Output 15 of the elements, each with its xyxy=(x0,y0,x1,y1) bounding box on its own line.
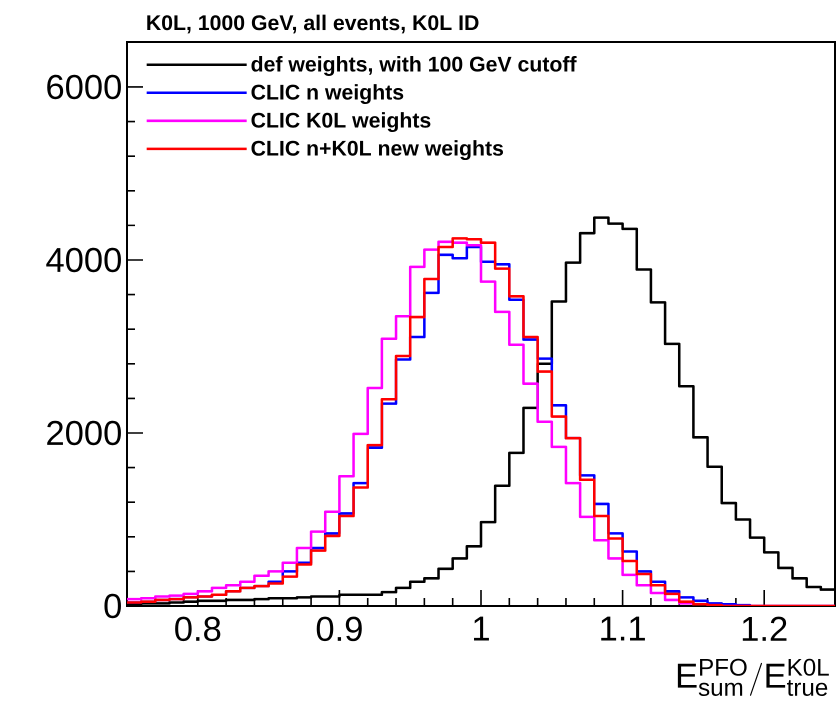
y-tick-label: 0 xyxy=(104,594,121,618)
legend-label: def weights, with 100 GeV cutoff xyxy=(251,56,577,76)
y-tick-label: 6000 xyxy=(47,74,121,100)
x-axis-title: $\mathrm{E^{PFO}_{sum}/E^{K0L}_{true}}$ xyxy=(678,658,829,696)
x-tick-label: 1.2 xyxy=(742,616,786,641)
legend-label: CLIC n+K0L new weights xyxy=(251,140,504,160)
legend-label: CLIC n weights xyxy=(251,84,404,104)
y-tick-label: 2000 xyxy=(47,420,121,446)
x-tick-label: 0.9 xyxy=(316,616,362,642)
legend-label: CLIC K0L weights xyxy=(251,112,430,132)
x-tick-label: 1.1 xyxy=(601,616,645,640)
x-tick-label: 0.8 xyxy=(175,616,220,642)
x-tick-label: 1 xyxy=(474,616,489,640)
chart-title: K0L, 1000 GeV, all events, K0L ID xyxy=(147,14,478,34)
y-tick-label: 4000 xyxy=(46,248,121,272)
